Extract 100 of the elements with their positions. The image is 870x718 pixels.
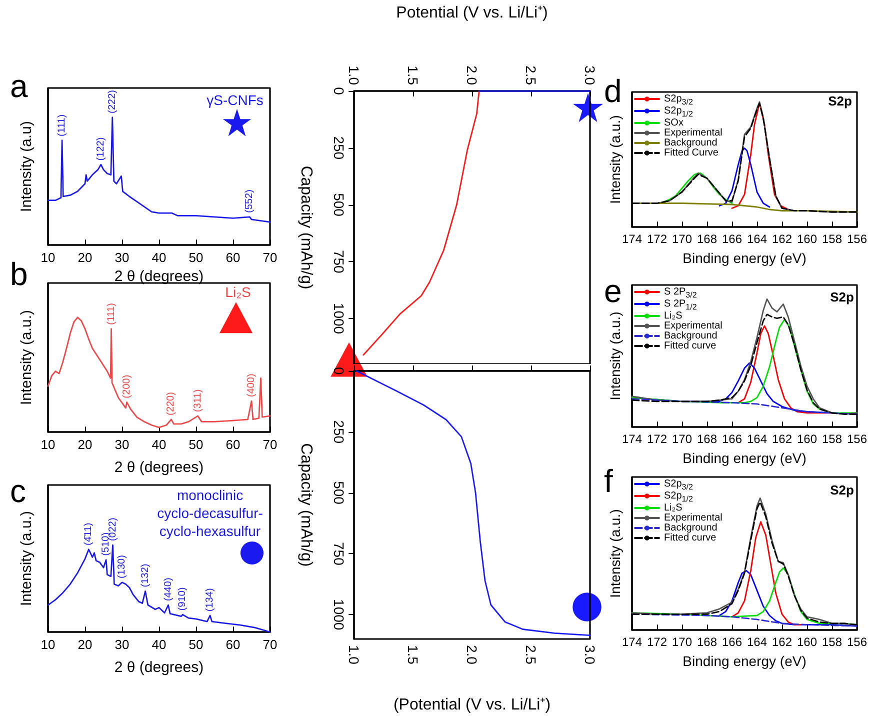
legend-label: Experimental	[664, 320, 722, 332]
legend-label: Background	[664, 138, 718, 148]
x-tick-label: 174	[622, 432, 642, 446]
x-axis-title: Binding energy (eV)	[682, 250, 806, 266]
x-tick-label: 20	[78, 250, 92, 265]
y-axis-title: Intensity (a.u.)	[607, 312, 623, 400]
x-tick-label: 60	[226, 437, 240, 452]
legend-label: Background	[664, 522, 718, 534]
x-tick-label: 156	[846, 635, 868, 649]
x-tick-label: 162	[772, 635, 792, 649]
x-tick-label: 20	[78, 637, 92, 652]
x-tick-label: 170	[672, 635, 692, 649]
annotation: (311)	[192, 389, 204, 412]
x-tick-label: 166	[722, 635, 742, 649]
y-tick-label: 500	[331, 481, 347, 505]
legend-label: Background	[664, 330, 718, 342]
x-tick-label: 172	[646, 635, 668, 649]
x-tick-label: 10	[40, 437, 56, 452]
x-tick-label: 40	[152, 250, 166, 265]
x-tick-label: 170	[672, 232, 692, 246]
annotation: (220)	[166, 392, 177, 416]
x-tick-label: 60	[226, 250, 240, 265]
annotation: (910)	[177, 587, 188, 611]
x-axis-title: 2 θ (degrees)	[114, 268, 204, 285]
annotation: (111)	[56, 114, 68, 136]
legend-label: Li₂S	[664, 310, 683, 322]
annotation: (4̄11)	[83, 522, 94, 546]
y-tick-label: 750	[331, 542, 347, 566]
y-axis-title: Capacity (mAh/g)	[298, 166, 314, 290]
x-tick-label: 168	[696, 635, 718, 649]
y-tick-label: 1000	[331, 599, 347, 630]
chart-title: a	[10, 68, 28, 104]
text: γS-CNFs	[206, 92, 264, 108]
x-tick-label: 1.5	[405, 66, 421, 86]
x-tick-label: 20	[78, 437, 92, 452]
x-tick-label: 166	[722, 432, 742, 446]
x-tick-label: 1.0	[346, 645, 362, 665]
x-tick-label: 172	[646, 432, 668, 446]
annotation: (5̄52)	[244, 190, 256, 213]
x-tick-label: 50	[188, 437, 204, 452]
x-axis-title: 2 θ (degrees)	[114, 659, 204, 676]
x-tick-label: 3.0	[582, 66, 598, 86]
x-axis-title: Potential (V vs. Li/Li⁺)	[396, 4, 548, 22]
x-tick-label: 30	[114, 437, 130, 452]
x-tick-label: 70	[262, 250, 278, 265]
annotation: (440)	[162, 578, 174, 602]
x-tick-label: 30	[114, 637, 130, 652]
x-tick-label: 30	[114, 250, 130, 265]
annotation: (130)	[116, 555, 128, 578]
x-tick-label: 10	[40, 637, 56, 652]
annotation: (134)	[204, 588, 216, 612]
x-tick-label: 172	[646, 232, 668, 246]
x-tick-label: 2.0	[464, 645, 480, 665]
x-tick-label: 1.0	[346, 66, 362, 86]
y-axis-title: Intensity (a.u.)	[18, 510, 35, 606]
x-axis-title: 2 θ (degrees)	[114, 459, 204, 476]
x-tick-label: 3.0	[582, 645, 598, 665]
y-axis-title: Intensity (a.u.)	[607, 509, 623, 598]
annotation: (222)	[106, 90, 118, 114]
text: S2p	[830, 482, 854, 498]
x-tick-label: 40	[152, 437, 166, 452]
x-tick-label: 160	[796, 635, 818, 649]
x-tick-label: 166	[722, 232, 742, 246]
x-tick-label: 10	[40, 250, 56, 265]
x-tick-label: 2.0	[464, 66, 480, 86]
y-axis-title: Intensity (a.u.)	[607, 115, 623, 204]
x-tick-label: 40	[152, 637, 166, 652]
annotation: (122)	[95, 137, 106, 161]
x-tick-label: 162	[772, 432, 792, 446]
x-tick-label: 60	[226, 637, 240, 652]
x-axis-title: Binding energy (eV)	[682, 450, 806, 466]
x-tick-label: 174	[622, 232, 642, 246]
x-tick-label: 168	[696, 232, 718, 246]
y-tick-label: 0	[331, 87, 347, 96]
x-tick-label: 70	[262, 437, 278, 452]
y-tick-label: 250	[331, 136, 347, 160]
text: Li₂S	[225, 284, 251, 300]
y-tick-label: 0	[331, 366, 347, 375]
x-tick-label: 2.5	[523, 645, 539, 665]
x-tick-label: 156	[846, 232, 868, 246]
annotation: (111)	[106, 302, 117, 325]
legend-label: Li₂S	[664, 502, 683, 514]
y-tick-label: 1000	[331, 302, 347, 334]
x-tick-label: 70	[262, 637, 278, 652]
annotation: (132)	[140, 564, 151, 588]
x-axis-title: (Potential (V vs. Li/Li⁺)	[393, 696, 551, 714]
x-axis-title: Binding energy (eV)	[682, 653, 806, 669]
annotation: (400)	[246, 374, 257, 398]
x-tick-label: 2.5	[523, 66, 539, 86]
chart-title: f	[604, 463, 613, 499]
chart-title: c	[10, 473, 26, 509]
annotation: S2p	[828, 94, 852, 108]
annotation: (200)	[121, 374, 132, 398]
annotation: S2p	[830, 290, 854, 304]
y-tick-label: 250	[331, 420, 347, 444]
x-tick-label: 158	[822, 232, 842, 246]
y-axis-title: Capacity (mAh/g)	[298, 443, 314, 567]
x-tick-label: 164	[746, 232, 768, 246]
legend-label: SOx	[664, 118, 684, 128]
x-tick-label: 158	[822, 432, 842, 446]
